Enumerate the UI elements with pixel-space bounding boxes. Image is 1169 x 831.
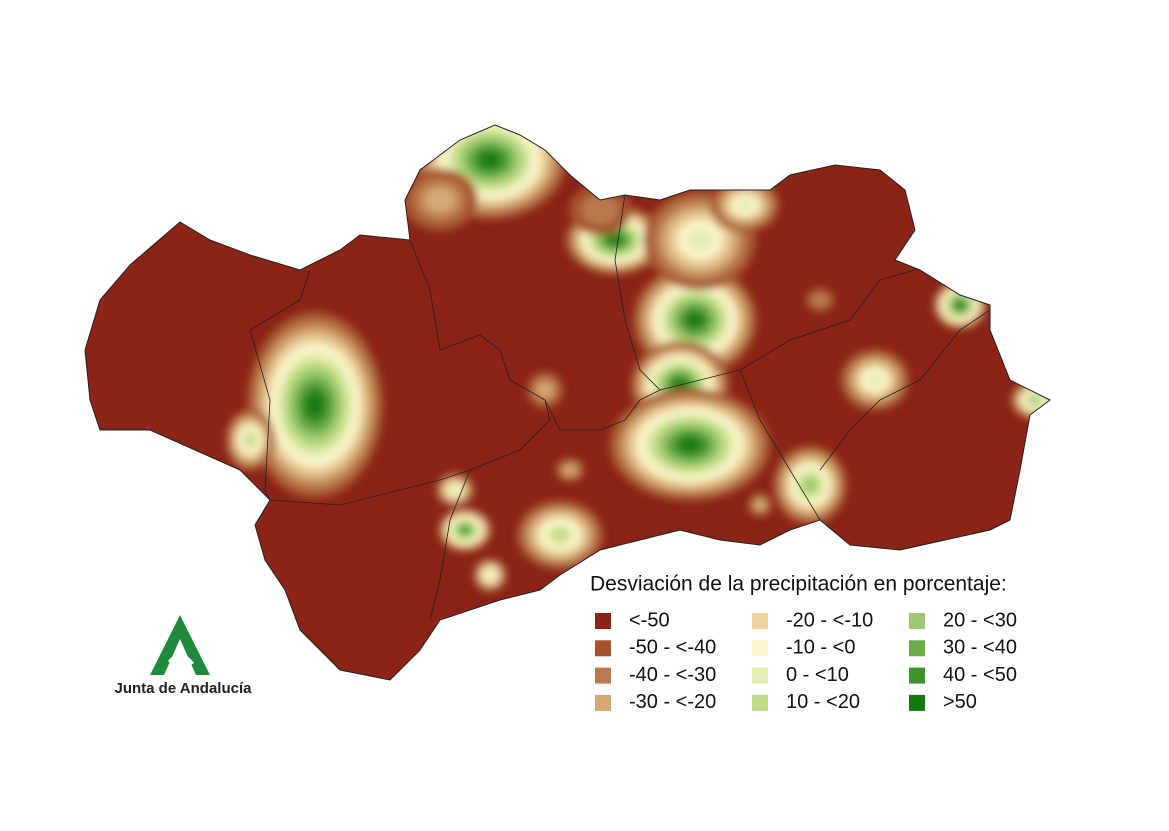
- legend-label: <-50: [629, 609, 670, 631]
- anomaly-zone: [581, 195, 619, 225]
- logo-mark: [150, 615, 210, 675]
- legend-label: -30 - <-20: [629, 691, 716, 713]
- logo-text: Junta de Andalucía: [115, 680, 253, 697]
- legend-label: 0 - <10: [786, 664, 849, 686]
- precipitation-anomalies: [225, 125, 1050, 593]
- legend-label: -40 - <-30: [629, 664, 716, 686]
- anomaly-zone: [536, 381, 554, 399]
- legend-swatch: [752, 667, 768, 684]
- legend-swatch: [752, 640, 768, 657]
- legend-swatch: [909, 667, 925, 684]
- legend-swatch: [595, 694, 611, 711]
- anomaly-zone: [803, 477, 817, 493]
- anomaly-zone: [423, 186, 457, 214]
- legend-swatch: [595, 613, 611, 629]
- anomaly-zone: [754, 499, 766, 511]
- anomaly-zone: [461, 526, 469, 534]
- anomaly-zone: [306, 392, 324, 418]
- legend-label: -10 - <0: [786, 637, 855, 659]
- anomaly-zone: [485, 570, 495, 580]
- anomaly-zone: [608, 235, 622, 245]
- anomaly-zone: [736, 198, 754, 212]
- legend-label: >50: [943, 691, 977, 713]
- anomaly-zone: [687, 228, 713, 252]
- province-borders: [84, 124, 1051, 681]
- anomaly-zone: [245, 433, 255, 447]
- anomaly-zone: [811, 292, 829, 308]
- anomaly-zone: [686, 312, 704, 328]
- legend-swatch: [909, 640, 925, 657]
- legend-label: -20 - <-10: [786, 609, 873, 631]
- anomaly-zone: [450, 485, 460, 495]
- legend-label: 20 - <30: [943, 609, 1017, 631]
- legend-swatch: [752, 694, 768, 711]
- logo: [150, 615, 210, 675]
- anomaly-zone: [563, 464, 577, 476]
- legend: <-50 -50 - <-40 -40 - <-30 -30 - <-20 -20 - …: [595, 609, 1017, 713]
- legend-title: Desviación de la precipitación en porcen…: [590, 573, 1007, 596]
- legend-swatch: [752, 613, 768, 629]
- anomaly-zone: [866, 372, 884, 388]
- logo-detail: [168, 653, 194, 667]
- legend-label: 40 - <50: [943, 664, 1017, 686]
- anomaly-zone: [1030, 396, 1040, 404]
- legend-swatch: [595, 667, 611, 684]
- anomaly-zone: [479, 152, 501, 168]
- anomaly-zone: [551, 528, 569, 542]
- anomaly-zone: [679, 437, 701, 453]
- legend-label: -50 - <-40: [629, 637, 716, 659]
- legend-swatch: [595, 640, 611, 657]
- legend-label: 10 - <20: [786, 691, 860, 713]
- anomaly-zone: [956, 301, 964, 309]
- legend-label: 30 - <40: [943, 637, 1017, 659]
- legend-swatch: [909, 694, 925, 711]
- legend-swatch: [909, 613, 925, 629]
